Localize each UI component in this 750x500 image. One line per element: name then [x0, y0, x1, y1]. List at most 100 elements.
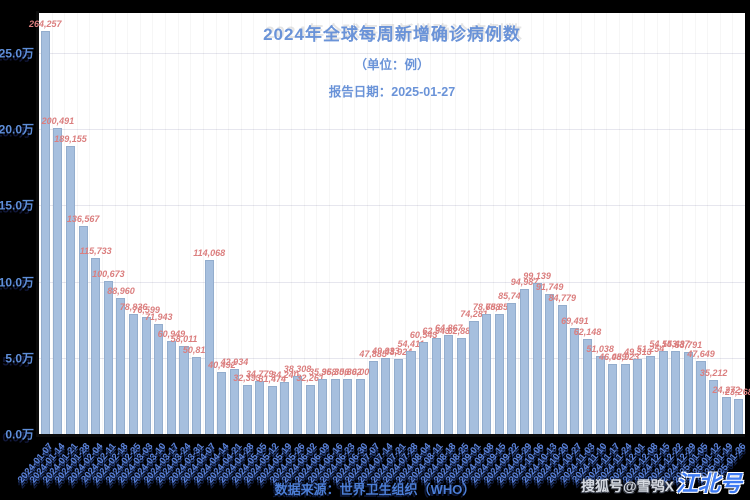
bar-slot: 85,748: [498, 13, 526, 434]
bar: [494, 313, 504, 434]
bar: [129, 313, 139, 434]
bar-slot: 99,139: [523, 13, 551, 434]
bar: [53, 128, 63, 434]
bar-slot: 88,960: [107, 13, 135, 434]
bar-slot: 53,791: [675, 13, 702, 434]
bar-slot: 46,089: [599, 13, 626, 434]
watermark-brand: 江北号: [675, 471, 742, 496]
bar-slot: 78,836: [120, 13, 147, 434]
bar: [255, 381, 265, 434]
gridline: [39, 129, 745, 131]
bar: [267, 386, 277, 434]
bar: [116, 298, 126, 434]
bar: [734, 398, 744, 434]
bar: [658, 351, 668, 434]
gridline: [39, 205, 745, 207]
bar: [343, 379, 353, 434]
bar: [166, 341, 176, 434]
bar-slot: 200,491: [42, 13, 74, 434]
bar: [482, 314, 492, 434]
bar: [456, 338, 466, 434]
bar: [91, 257, 101, 434]
bar-slot: 34,240: [271, 13, 299, 434]
bar-slot: 58,011: [171, 13, 197, 434]
bar-slot: 114,068: [193, 13, 225, 434]
bar-slot: 38,308: [284, 13, 311, 434]
bar-slot: 47,649: [687, 13, 715, 434]
bar-slot: 47,885: [359, 13, 387, 434]
bar: [381, 357, 391, 434]
bar: [696, 361, 706, 434]
bar-slot: 48,924: [385, 13, 412, 434]
bar: [318, 379, 328, 434]
bar: [608, 363, 618, 434]
bar-slot: 35,212: [700, 13, 727, 434]
bar: [103, 280, 113, 434]
bar: [507, 303, 517, 434]
x-axis-line: [36, 434, 745, 437]
bar: [154, 324, 164, 434]
bar: [646, 355, 656, 434]
y-tick-label: 10.0万: [0, 275, 34, 290]
bar-slot: 42,934: [221, 13, 248, 434]
bar-slot: 36,306: [322, 13, 349, 434]
bar: [141, 317, 151, 434]
bar-slot: 62,148: [574, 13, 601, 434]
bar: [229, 368, 239, 434]
bar: [721, 397, 731, 434]
bar: [519, 289, 529, 434]
bar: [305, 384, 315, 434]
bar-slot: 69,491: [561, 13, 589, 434]
gridline: [39, 53, 745, 54]
bar-slot: 45,923: [612, 13, 639, 434]
bar-slot: 51,038: [586, 13, 614, 434]
bar: [65, 145, 76, 434]
bar-slot: 60,949: [158, 13, 185, 434]
y-tick-label: 25.0万: [0, 46, 34, 61]
bar-slot: 189,155: [54, 13, 87, 434]
bar-slot: 60,543: [410, 13, 437, 434]
bar: [444, 335, 454, 434]
y-tick-label: 15.0万: [0, 198, 34, 213]
bar-slot: 136,567: [67, 13, 99, 434]
watermark-handle: 搜狐号@雪鸮X: [580, 478, 674, 494]
bar: [192, 356, 202, 434]
bar-slot: 34,779: [246, 13, 273, 434]
bar-slot: 91,749: [536, 13, 563, 434]
bar-slot: 71,943: [145, 13, 173, 434]
bar-slot: 100,673: [92, 13, 125, 434]
bar: [330, 378, 340, 434]
bar: [179, 345, 189, 434]
bar-slot: 32,261: [296, 13, 324, 434]
bar-slot: 78,858: [485, 13, 513, 434]
bar: [280, 381, 290, 434]
bar: [431, 338, 441, 434]
bar: [570, 328, 580, 434]
bar-slot: 51,254: [637, 13, 664, 434]
bar-slot: 49,313: [624, 13, 652, 434]
gridline: [39, 281, 745, 283]
bar: [671, 350, 681, 434]
bar: [709, 380, 719, 434]
bar: [620, 364, 630, 434]
bar: [582, 339, 593, 434]
bar: [557, 304, 567, 434]
bar-slot: 54,487: [662, 13, 690, 434]
bar-slot: 84,779: [549, 13, 576, 434]
bar: [532, 282, 542, 434]
bar: [242, 384, 252, 434]
bar: [217, 372, 227, 434]
bar-slot: 32,393: [233, 13, 261, 434]
bar-slot: 35,802: [334, 13, 362, 434]
bar: [595, 356, 605, 434]
bar-slot: 40,492: [208, 13, 236, 434]
bar: [78, 225, 88, 434]
bar-slot: 62,889: [448, 13, 475, 434]
bar-slot: 78,658: [473, 13, 500, 434]
bar: [633, 358, 643, 434]
bar-series: 264,257 200,491 189,155 136,567 115,733 100,6…: [29, 13, 750, 434]
y-axis-line: [36, 11, 39, 437]
bar: [393, 359, 403, 434]
bar-slot: 23,268: [725, 13, 750, 434]
